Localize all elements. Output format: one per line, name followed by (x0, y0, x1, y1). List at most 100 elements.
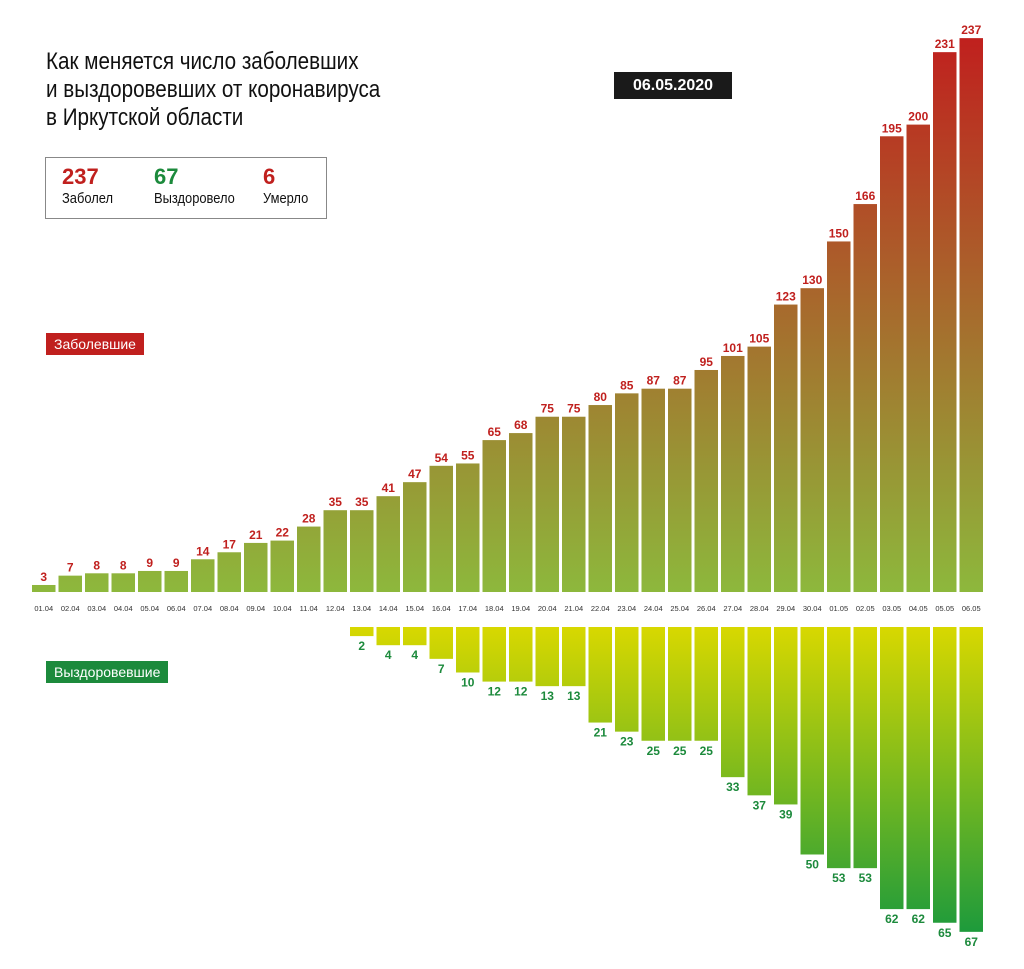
sick-value-label: 105 (749, 332, 769, 346)
sick-bar (853, 204, 877, 593)
sick-value-label: 95 (700, 355, 714, 369)
recovered-value-label: 37 (753, 798, 767, 812)
sick-value-label: 150 (829, 226, 849, 240)
date-tick-label: 24.04 (644, 604, 663, 613)
date-tick-label: 13.04 (352, 604, 371, 613)
recovered-bar (800, 627, 824, 855)
date-tick-label: 21.04 (564, 604, 583, 613)
sick-value-label: 55 (461, 448, 475, 462)
date-tick-label: 27.04 (723, 604, 742, 613)
sick-bar (164, 570, 188, 592)
summary-recovered-label: Выздоровело (154, 190, 235, 207)
sick-bar (509, 433, 533, 592)
sick-value-label: 130 (802, 273, 822, 287)
summary-sick-value: 237 (62, 164, 99, 189)
recovered-bar (668, 627, 692, 741)
recovered-bar (959, 627, 983, 932)
date-tick-label: 01.04 (34, 604, 53, 613)
sick-value-label: 14 (196, 544, 210, 558)
date-tick-label: 19.04 (511, 604, 530, 613)
recovered-bar (774, 627, 798, 805)
recovered-value-label: 25 (700, 744, 714, 758)
sick-bar (376, 496, 400, 592)
recovered-value-label: 12 (514, 685, 528, 699)
date-tick-label: 05.05 (935, 604, 954, 613)
recovered-bar (880, 627, 904, 910)
sick-value-label: 87 (673, 374, 687, 388)
recovered-value-label: 4 (411, 648, 418, 662)
recovered-bar (694, 627, 718, 741)
sick-bar (58, 575, 82, 592)
date-tick-label: 16.04 (432, 604, 451, 613)
date-tick-label: 06.04 (167, 604, 186, 613)
recovered-value-label: 53 (859, 871, 873, 885)
recovered-bar (641, 627, 665, 741)
recovered-value-label: 62 (912, 912, 926, 926)
date-tick-label: 02.04 (61, 604, 80, 613)
sick-bar (747, 346, 771, 592)
sick-value-label: 87 (647, 374, 661, 388)
sick-bar (880, 136, 904, 592)
summary-dead-label: Умерло (263, 190, 309, 207)
sick-value-label: 166 (855, 189, 875, 203)
recovered-bar (350, 627, 374, 637)
date-tick-label: 26.04 (697, 604, 716, 613)
sick-value-label: 54 (435, 451, 449, 465)
date-tick-label: 28.04 (750, 604, 769, 613)
recovered-bar (535, 627, 559, 687)
sick-value-label: 35 (329, 495, 343, 509)
recovered-value-label: 39 (779, 807, 793, 821)
sick-value-label: 75 (567, 402, 581, 416)
sick-value-label: 85 (620, 378, 634, 392)
sick-value-label: 22 (276, 526, 290, 540)
sick-value-label: 21 (249, 528, 263, 542)
sick-bar (85, 573, 109, 592)
date-tick-label: 03.04 (87, 604, 106, 613)
sick-value-label: 47 (408, 467, 422, 481)
sick-bar (297, 526, 321, 592)
recovered-bar (827, 627, 851, 869)
sick-bar (429, 465, 453, 592)
recovered-value-label: 13 (567, 689, 581, 703)
sick-bar (244, 542, 268, 592)
recovered-value-label: 10 (461, 676, 475, 690)
summary-recovered-value: 67 (154, 164, 179, 189)
recovered-bar (615, 627, 639, 732)
sick-section-label: Заболевшие (46, 333, 144, 355)
date-tick-label: 03.05 (882, 604, 901, 613)
date-badge: 06.05.2020 (614, 72, 732, 99)
sick-value-label: 9 (146, 556, 153, 570)
sick-bar (641, 388, 665, 592)
sick-bar (774, 304, 798, 592)
sick-value-label: 8 (120, 558, 127, 572)
recovered-bar (588, 627, 612, 723)
sick-bar (588, 405, 612, 592)
date-tick-label: 18.04 (485, 604, 504, 613)
sick-bar (217, 552, 241, 592)
summary-recovered: 67 Выздоровело (154, 164, 248, 208)
sick-value-label: 195 (882, 121, 902, 135)
date-tick-label: 17.04 (458, 604, 477, 613)
sick-bar (906, 124, 930, 592)
recovered-value-label: 25 (673, 744, 687, 758)
sick-value-label: 41 (382, 481, 396, 495)
sick-value-label: 231 (935, 37, 955, 51)
recovered-bar (562, 627, 586, 687)
recovered-value-label: 12 (488, 685, 502, 699)
sick-bar (403, 482, 427, 592)
sick-value-label: 28 (302, 512, 316, 526)
summary-sick: 237 Заболел (62, 164, 121, 208)
sick-value-label: 68 (514, 418, 528, 432)
sick-bar (191, 559, 215, 592)
date-tick-label: 07.04 (193, 604, 212, 613)
sick-bar (350, 510, 374, 592)
date-tick-label: 09.04 (246, 604, 265, 613)
recovered-bar (509, 627, 533, 682)
sick-value-label: 17 (223, 537, 237, 551)
sick-value-label: 8 (93, 558, 100, 572)
recovered-bar (482, 627, 506, 682)
date-tick-label: 05.04 (140, 604, 159, 613)
sick-bar (562, 416, 586, 592)
date-tick-label: 08.04 (220, 604, 239, 613)
